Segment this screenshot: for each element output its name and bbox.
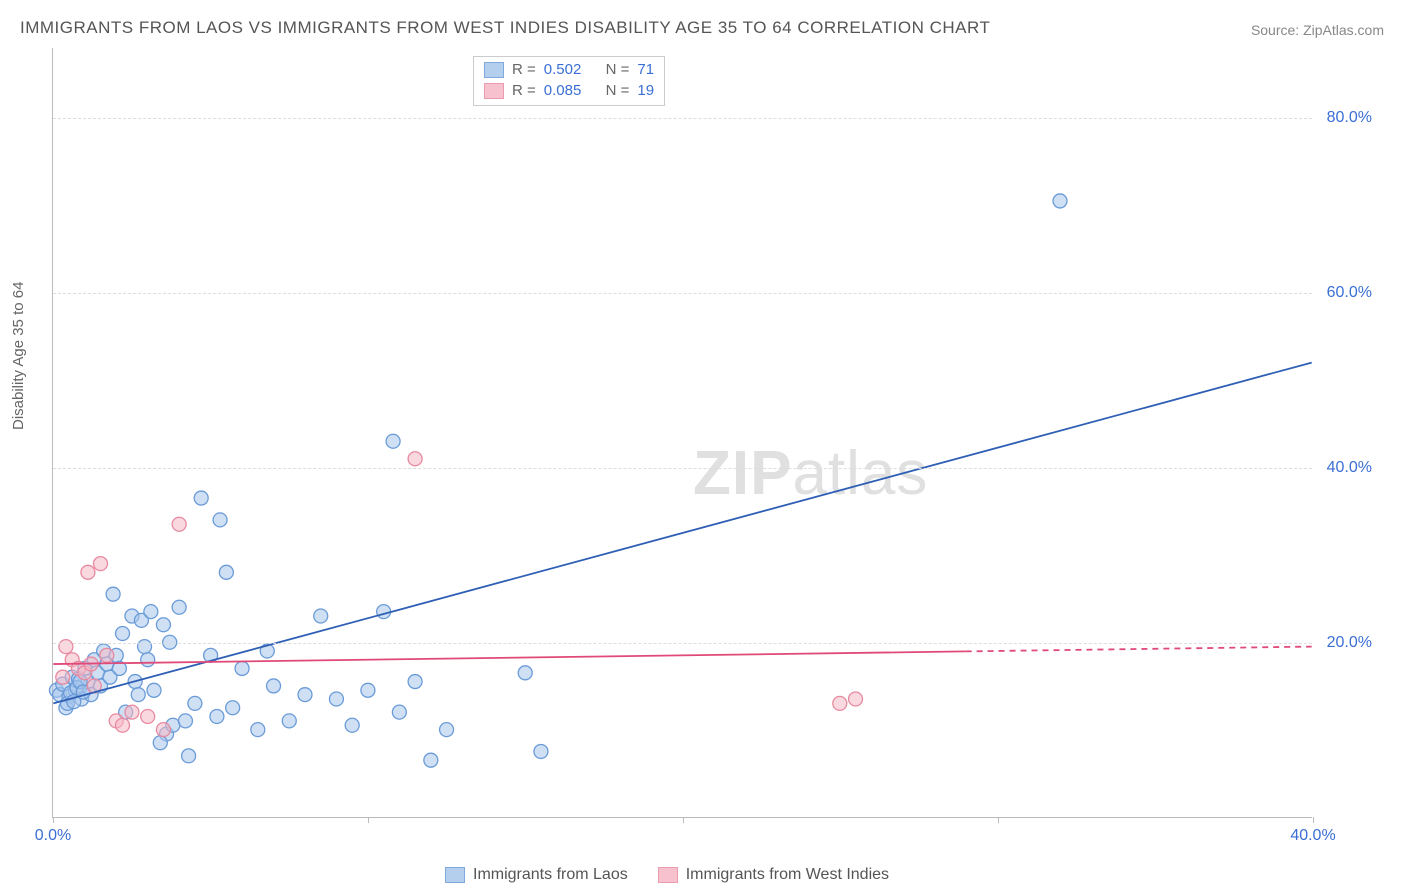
gridline [53, 293, 1312, 294]
data-point [178, 714, 192, 728]
data-point [298, 688, 312, 702]
data-point [182, 749, 196, 763]
n-value-wi: 19 [637, 82, 654, 99]
chart-svg [53, 48, 1312, 817]
data-point [392, 705, 406, 719]
data-point [147, 683, 161, 697]
data-point [424, 753, 438, 767]
data-point [440, 723, 454, 737]
data-point [534, 744, 548, 758]
data-point [267, 679, 281, 693]
data-point [849, 692, 863, 706]
data-point [144, 605, 158, 619]
data-point [408, 452, 422, 466]
data-point [282, 714, 296, 728]
data-point [59, 640, 73, 654]
data-point [172, 517, 186, 531]
legend-label-laos: Immigrants from Laos [473, 866, 628, 884]
plot-area: ZIPatlas R = 0.502 N = 71 R = 0.085 N = … [52, 48, 1312, 818]
stats-row-wi: R = 0.085 N = 19 [484, 82, 654, 99]
x-tick [1313, 817, 1314, 823]
data-point [56, 670, 70, 684]
data-point [100, 648, 114, 662]
data-point [345, 718, 359, 732]
x-tick [683, 817, 684, 823]
gridline [53, 643, 1312, 644]
data-point [377, 605, 391, 619]
data-point [156, 618, 170, 632]
data-point [235, 661, 249, 675]
data-point [213, 513, 227, 527]
data-point [172, 600, 186, 614]
trend-line-dashed [966, 647, 1312, 652]
data-point [251, 723, 265, 737]
n-value-laos: 71 [637, 61, 654, 78]
data-point [94, 557, 108, 571]
y-tick-label: 60.0% [1327, 284, 1372, 302]
data-point [116, 626, 130, 640]
legend-square-laos [484, 62, 504, 78]
data-point [106, 587, 120, 601]
chart-title: IMMIGRANTS FROM LAOS VS IMMIGRANTS FROM … [20, 18, 990, 38]
data-point [329, 692, 343, 706]
x-tick-label: 0.0% [35, 827, 71, 845]
x-tick [368, 817, 369, 823]
legend-square-wi [484, 83, 504, 99]
y-axis-label: Disability Age 35 to 64 [10, 282, 27, 430]
r-value-laos: 0.502 [544, 61, 582, 78]
data-point [361, 683, 375, 697]
data-point [518, 666, 532, 680]
data-point [141, 710, 155, 724]
data-point [81, 565, 95, 579]
r-value-wi: 0.085 [544, 82, 582, 99]
data-point [116, 718, 130, 732]
legend-label-wi: Immigrants from West Indies [686, 866, 889, 884]
legend-square-laos-bottom [445, 867, 465, 883]
legend-item-laos: Immigrants from Laos [445, 866, 628, 884]
data-point [156, 723, 170, 737]
data-point [386, 434, 400, 448]
gridline [53, 118, 1312, 119]
data-point [141, 653, 155, 667]
legend-item-wi: Immigrants from West Indies [658, 866, 889, 884]
data-point [194, 491, 208, 505]
y-tick-label: 20.0% [1327, 634, 1372, 652]
x-tick-label: 40.0% [1290, 827, 1335, 845]
r-label: R = [512, 82, 536, 99]
n-label: N = [606, 61, 630, 78]
data-point [138, 640, 152, 654]
legend-square-wi-bottom [658, 867, 678, 883]
r-label: R = [512, 61, 536, 78]
stats-legend-box: R = 0.502 N = 71 R = 0.085 N = 19 [473, 56, 665, 106]
data-point [1053, 194, 1067, 208]
data-point [314, 609, 328, 623]
x-tick [998, 817, 999, 823]
n-label: N = [606, 82, 630, 99]
data-point [188, 696, 202, 710]
trend-line [53, 651, 965, 664]
x-tick [53, 817, 54, 823]
data-point [408, 675, 422, 689]
gridline [53, 468, 1312, 469]
trend-line [53, 363, 1311, 704]
y-tick-label: 80.0% [1327, 109, 1372, 127]
data-point [125, 705, 139, 719]
data-point [210, 710, 224, 724]
source-attribution: Source: ZipAtlas.com [1251, 22, 1384, 38]
data-point [131, 688, 145, 702]
data-point [833, 696, 847, 710]
data-point [226, 701, 240, 715]
data-point [153, 736, 167, 750]
legend-bottom: Immigrants from Laos Immigrants from Wes… [445, 866, 889, 884]
data-point [219, 565, 233, 579]
y-tick-label: 40.0% [1327, 459, 1372, 477]
stats-row-laos: R = 0.502 N = 71 [484, 61, 654, 78]
